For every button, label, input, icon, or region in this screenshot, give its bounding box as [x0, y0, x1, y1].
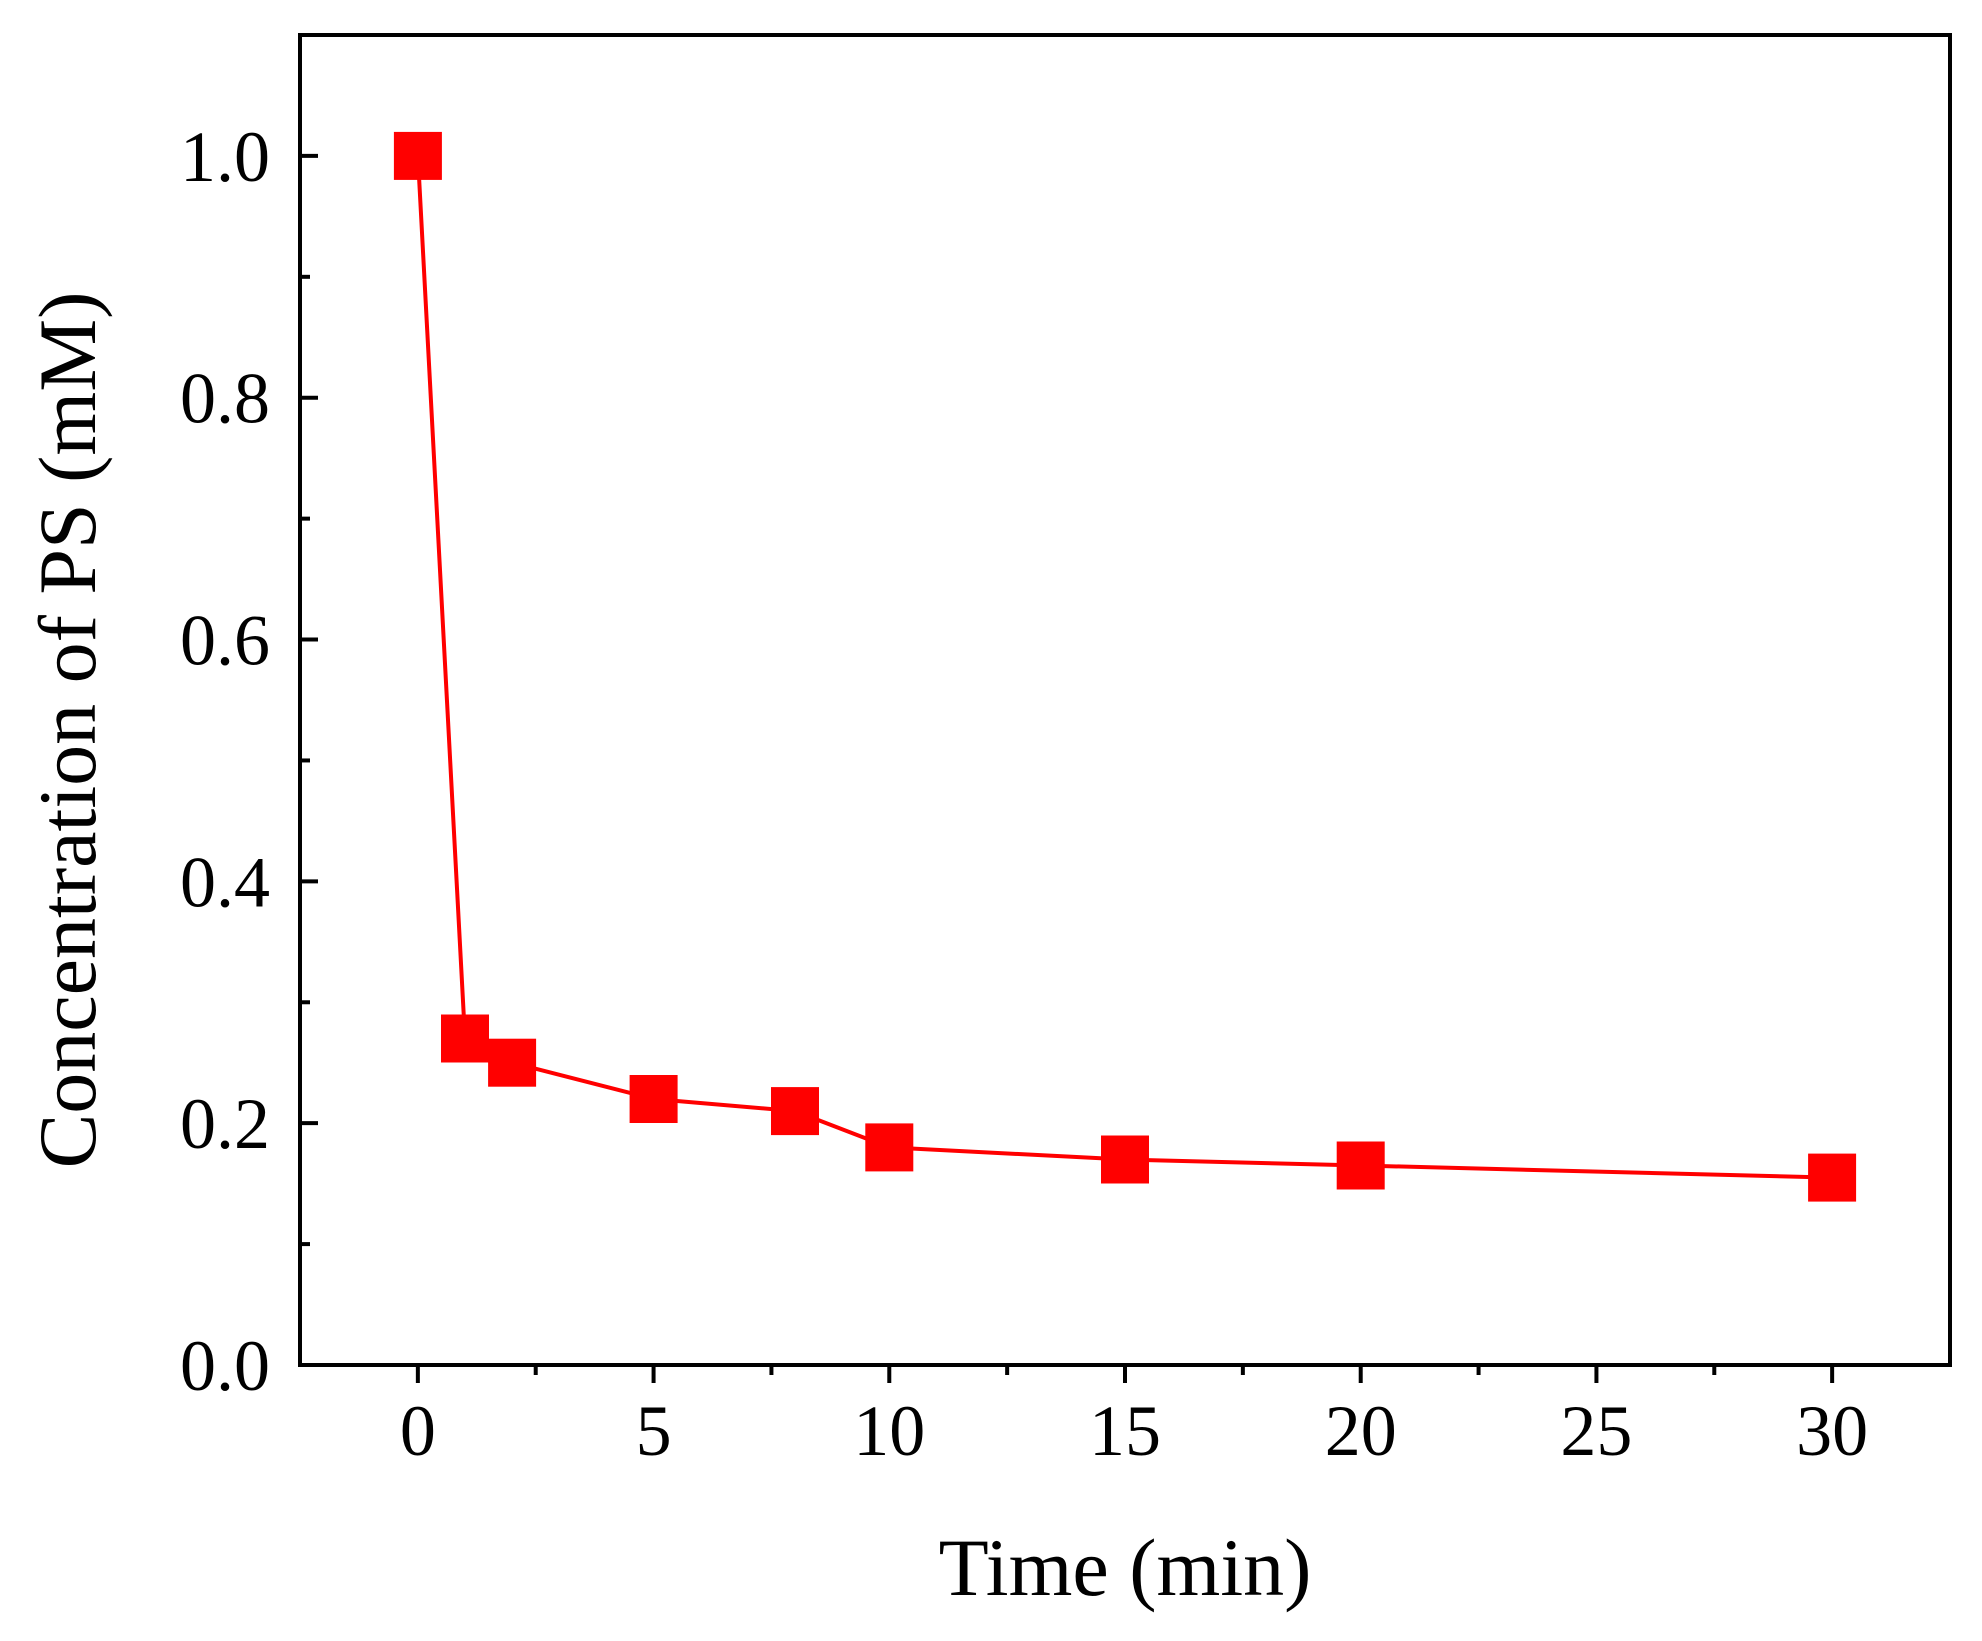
x-tick-label: 0	[400, 1391, 436, 1471]
x-tick-label: 15	[1089, 1391, 1161, 1471]
data-point	[1336, 1141, 1385, 1190]
data-point	[1808, 1153, 1857, 1202]
data-point	[441, 1014, 489, 1063]
data-point	[393, 131, 442, 180]
x-axis-label: Time (min)	[939, 1522, 1312, 1613]
axes-layer	[298, 33, 1952, 1383]
data-point	[629, 1075, 678, 1123]
y-tick-label: 0.2	[180, 1084, 270, 1164]
data-point	[488, 1038, 537, 1087]
data-point	[1101, 1135, 1149, 1184]
y-tick-label: 0.8	[180, 359, 270, 439]
data-point	[865, 1123, 914, 1172]
y-tick-label: 1.0	[180, 117, 270, 197]
y-tick-label: 0.6	[180, 601, 270, 681]
x-tick-label: 10	[853, 1391, 925, 1471]
y-tick-label: 0.0	[180, 1326, 270, 1406]
series-layer	[393, 131, 1857, 1202]
y-axis-label: Concentration of PS (mM)	[22, 292, 113, 1169]
data-point	[771, 1087, 819, 1136]
x-tick-label: 30	[1796, 1391, 1868, 1471]
labels-layer: 0 5 10 15 20 25 30 0.0 0.2 0.4 0.6 0.8 1.0 Time (min)…	[22, 117, 1868, 1613]
x-tick-label: 20	[1325, 1391, 1397, 1471]
x-tick-label: 5	[636, 1391, 672, 1471]
x-tick-label: 25	[1560, 1391, 1632, 1471]
y-tick-label: 0.4	[180, 842, 270, 922]
